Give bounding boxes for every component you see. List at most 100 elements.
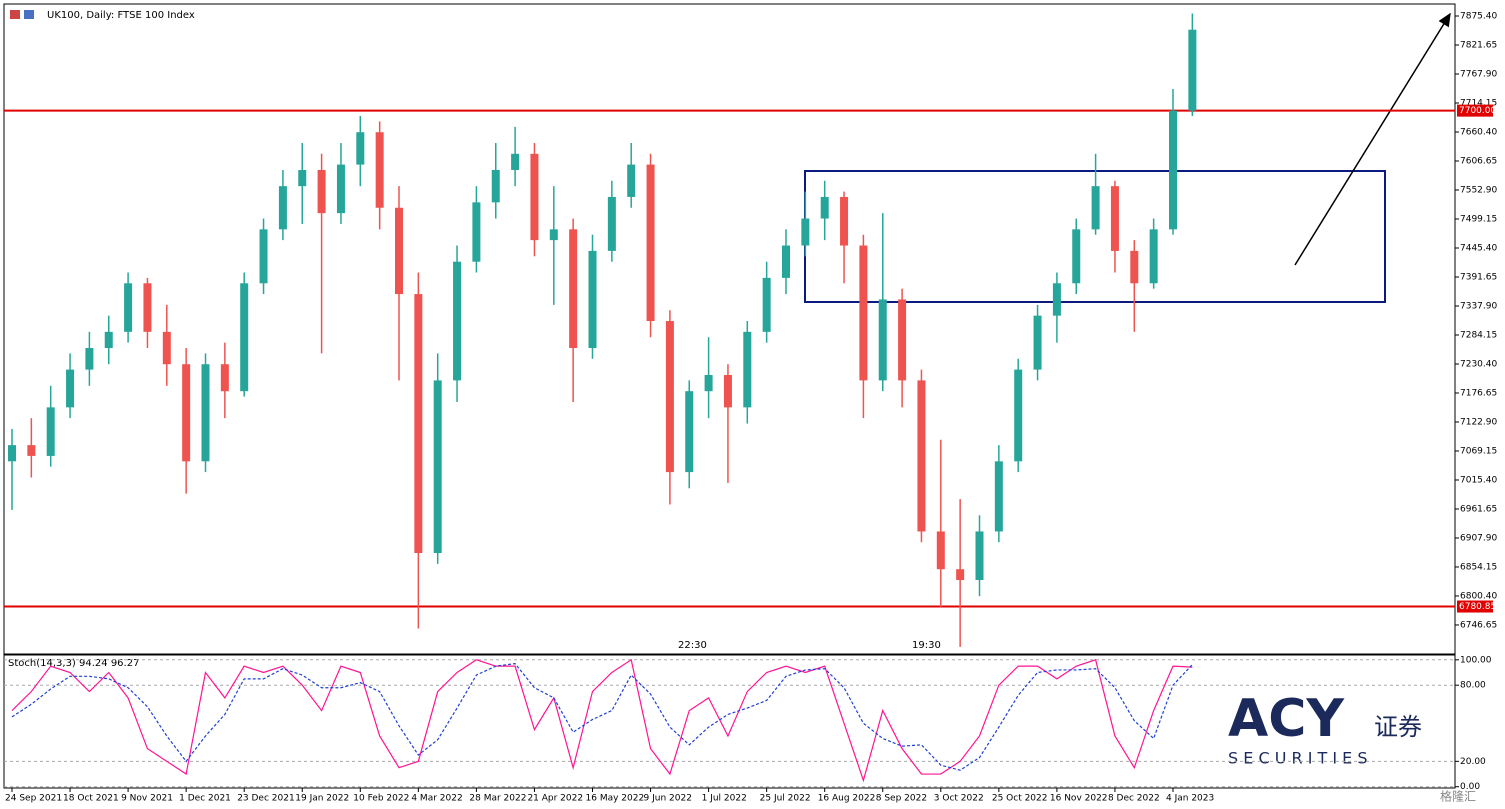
candle-body: [433, 380, 442, 554]
y-tick-label: 7015.40: [1460, 475, 1497, 485]
candle-body: [414, 294, 423, 554]
y-tick-label: 7714.15: [1460, 99, 1497, 109]
x-tick-label: 10 Feb 2022: [353, 794, 409, 804]
x-tick-label: 3 Oct 2022: [934, 794, 984, 804]
stoch-line: [11, 658, 1193, 783]
candle-body: [801, 218, 810, 246]
x-tick-label: 16 Aug 2022: [818, 794, 876, 804]
candle-body: [220, 364, 229, 392]
x-tick-label: 25 Oct 2022: [992, 794, 1048, 804]
y-tick-label: 7176.65: [1460, 388, 1497, 398]
y-tick-label: 6746.65: [1460, 620, 1497, 630]
candle-body: [685, 391, 694, 473]
candle-body: [994, 461, 1003, 532]
x-tick-label: 23 Dec 2021: [237, 794, 295, 804]
candle-body: [782, 245, 790, 278]
watermark-sub: S E C U R I T I E S: [1228, 749, 1368, 768]
candle-body: [46, 407, 55, 456]
candle-body: [201, 364, 210, 462]
candle-body: [104, 331, 113, 349]
candle-body: [395, 207, 403, 295]
candle-body: [898, 299, 907, 381]
candle-body: [27, 445, 36, 456]
candle-body: [240, 283, 249, 392]
stoch-pane: [3, 654, 1456, 789]
chart-title: UK100, Daily: FTSE 100 Index: [47, 10, 195, 21]
icon: [24, 10, 34, 19]
candle-body: [569, 229, 578, 349]
candle-body: [1033, 315, 1042, 370]
y-tick-label: 7391.65: [1460, 272, 1497, 282]
x-tick-label: 8 Sep 2022: [876, 794, 927, 804]
candle-body: [182, 364, 191, 462]
watermark-brand-cn: 证券: [1374, 713, 1422, 741]
candle-body: [278, 186, 287, 230]
candle-body: [356, 132, 365, 165]
y-tick-label: 6961.65: [1460, 504, 1497, 514]
x-tick-label: 4 Jan 2023: [1166, 794, 1214, 804]
x-tick-label: 16 Nov 2022: [1050, 794, 1108, 804]
trend-arrow: [1294, 12, 1451, 266]
candle-body: [665, 321, 674, 473]
price-pane: [3, 3, 1456, 655]
candle-body: [124, 283, 133, 332]
watermark-source: 格隆汇: [1440, 789, 1476, 804]
candle-body: [1014, 369, 1023, 462]
y-tick-label: 7337.90: [1460, 301, 1497, 311]
candle-body: [840, 196, 849, 246]
y-tick-label: 7821.65: [1460, 41, 1497, 51]
x-tick-label: 8 Dec 2022: [1108, 794, 1160, 804]
y-tick-label: 7552.90: [1460, 185, 1497, 195]
candle-body: [1052, 283, 1061, 316]
y-tick-label: 80.00: [1460, 681, 1486, 691]
candle-body: [298, 169, 307, 187]
candle-body: [259, 229, 268, 284]
candle-body: [66, 369, 75, 408]
candle-body: [336, 164, 345, 214]
y-tick-label: 7767.90: [1460, 70, 1497, 80]
y-tick-label: 7230.40: [1460, 359, 1497, 369]
candle-body: [936, 531, 945, 570]
candle-body: [704, 374, 713, 392]
candle-body: [1188, 29, 1197, 111]
y-tick-label: 0.00: [1460, 782, 1480, 792]
x-tick-label: 19 Jan 2022: [295, 794, 349, 804]
y-tick-label: 7499.15: [1460, 214, 1497, 224]
y-tick-label: 6907.90: [1460, 533, 1497, 543]
candle-body: [8, 445, 16, 462]
icon: [10, 10, 20, 19]
y-tick-label: 6854.15: [1460, 562, 1497, 572]
candle-body: [975, 531, 984, 581]
x-tick-label: 1 Dec 2021: [179, 794, 231, 804]
candle-body: [743, 331, 752, 408]
candle-body: [917, 380, 926, 532]
stoch-title: Stoch(14,3,3) 94.24 96.27: [8, 658, 139, 669]
y-tick-label: 7122.90: [1460, 417, 1497, 427]
candle-body: [491, 169, 500, 203]
y-tick-label: 100.00: [1460, 655, 1492, 665]
x-tick-label: 25 Jul 2022: [760, 794, 811, 804]
level-tag: [1457, 600, 1493, 613]
time-marker: 19:30: [912, 640, 941, 651]
time-marker: 22:30: [678, 640, 707, 651]
x-tick-label: 24 Sep 2021: [5, 794, 62, 804]
y-tick-label: 7660.40: [1460, 127, 1497, 137]
candle-body: [878, 299, 887, 381]
candle-body: [956, 569, 965, 581]
y-tick-label: 7606.65: [1460, 156, 1497, 166]
candle-body: [723, 374, 732, 408]
candle-body: [1072, 229, 1081, 284]
x-tick-label: 1 Jul 2022: [702, 794, 747, 804]
level-tag: [1457, 104, 1493, 117]
y-tick-label: 7445.40: [1460, 243, 1497, 253]
candle-body: [607, 196, 616, 251]
y-tick-label: 6800.40: [1460, 591, 1497, 601]
candle-body: [317, 169, 326, 214]
x-tick-label: 4 Mar 2022: [411, 794, 462, 804]
y-tick-label: 20.00: [1460, 757, 1486, 767]
candle-body: [588, 250, 597, 349]
x-tick-label: 9 Nov 2021: [121, 794, 173, 804]
candle-body: [162, 331, 171, 365]
